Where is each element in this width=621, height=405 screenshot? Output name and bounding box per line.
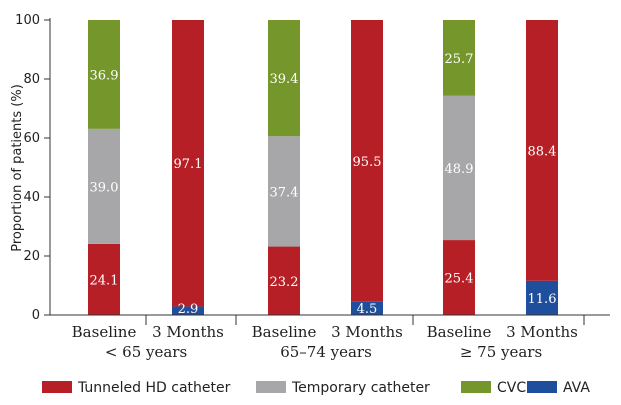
data-label-cvc-0: 36.9 [90,68,119,83]
legend-swatch-tunneled-hd-catheter [42,381,72,393]
data-label-tunneled-hd-catheter-1: 97.1 [174,157,203,172]
bar-segment-temporary-catheter-0 [88,128,120,244]
legend: Tunneled HD catheter Temporary catheter CV… [42,380,590,396]
data-label-tunneled-hd-catheter-4: 25.4 [445,272,474,287]
data-label-cvc-2: 39.4 [270,72,299,87]
x-category-label: 3 Months [331,323,403,341]
x-category-label: 3 Months [506,323,578,341]
bar-segment-cvc-2 [268,20,300,137]
data-label-temporary-catheter-2: 37.4 [270,185,299,200]
x-group-label: ≥ 75 years [460,343,542,361]
x-category-label: Baseline [252,323,317,341]
x-category-label: Baseline [427,323,492,341]
bar-segment-tunneled-hd-catheter-0 [88,243,120,315]
legend-label-cvc: CVC [497,380,526,396]
bar-segment-ava-1 [172,306,204,315]
bar-segment-temporary-catheter-4 [443,95,475,241]
legend-label-ava: AVA [563,380,590,396]
axes-layer: 0 20 40 60 80 100 Baseline 3 Months Baseline 3 Mo… [15,13,610,361]
bar-segment-cvc-4 [443,20,475,96]
x-group-label: 65–74 years [280,343,372,361]
bar-segment-tunneled-hd-catheter-5 [526,20,558,281]
data-label-tunneled-hd-catheter-3: 95.5 [353,155,382,170]
bar-segment-cvc-0 [88,20,120,129]
legend-swatch-cvc [461,381,491,393]
y-tick-label: 80 [23,72,40,87]
legend-swatch-ava [527,381,557,393]
data-label-tunneled-hd-catheter-0: 24.1 [90,273,119,288]
data-label-ava-3: 4.5 [357,302,378,317]
bar-segment-temporary-catheter-2 [268,136,300,247]
legend-label-tunneled-hd-catheter: Tunneled HD catheter [77,380,231,396]
data-labels-layer: 24.1 39.0 36.9 2.9 97.1 23.2 37.4 39.4 4.5 95.5 25… [90,52,557,317]
bar-segment-tunneled-hd-catheter-1 [172,20,204,307]
bar-segment-tunneled-hd-catheter-4 [443,240,475,315]
bar-segment-tunneled-hd-catheter-3 [351,20,383,302]
x-group-label: < 65 years [105,343,187,361]
y-tick-label: 40 [23,190,40,205]
y-tick-label: 20 [23,249,40,264]
y-tick-label: 60 [23,131,40,146]
bar-segment-tunneled-hd-catheter-2 [268,246,300,315]
x-category-label: 3 Months [152,323,224,341]
data-label-ava-1: 2.9 [178,302,199,317]
data-label-temporary-catheter-4: 48.9 [445,162,474,177]
y-axis-title: Proportion of patients (%) [10,84,25,252]
legend-label-temporary-catheter: Temporary catheter [291,380,430,396]
y-tick-label: 100 [15,13,40,28]
data-label-temporary-catheter-0: 39.0 [90,180,119,195]
legend-swatch-temporary-catheter [256,381,286,393]
y-tick-label: 0 [32,308,40,323]
bar-segment-ava-5 [526,280,558,315]
data-label-tunneled-hd-catheter-5: 88.4 [528,144,557,159]
data-label-tunneled-hd-catheter-2: 23.2 [270,275,299,290]
data-label-cvc-4: 25.7 [445,52,474,67]
bars-layer [88,20,558,315]
x-category-label: Baseline [72,323,137,341]
bar-segment-ava-3 [351,301,383,315]
data-label-ava-5: 11.6 [528,292,557,307]
